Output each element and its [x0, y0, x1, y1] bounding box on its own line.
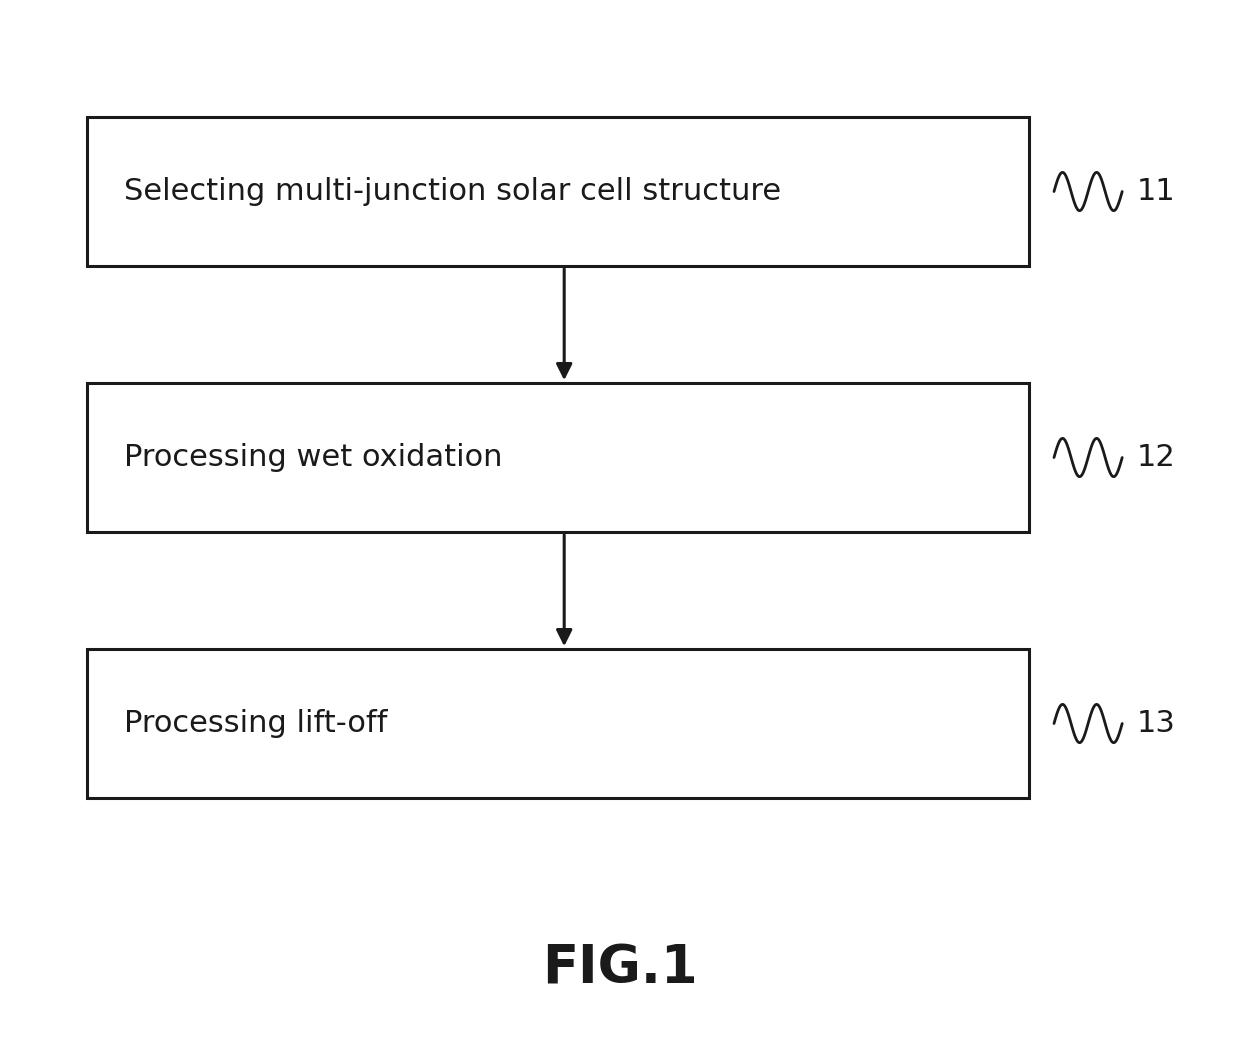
- Text: Processing lift-off: Processing lift-off: [124, 709, 387, 738]
- FancyBboxPatch shape: [87, 383, 1029, 532]
- FancyBboxPatch shape: [87, 117, 1029, 266]
- Text: Selecting multi-junction solar cell structure: Selecting multi-junction solar cell stru…: [124, 177, 781, 206]
- Text: 12: 12: [1137, 443, 1176, 472]
- Text: FIG.1: FIG.1: [542, 943, 698, 994]
- Text: 11: 11: [1137, 177, 1176, 206]
- Text: Processing wet oxidation: Processing wet oxidation: [124, 443, 502, 472]
- Text: 13: 13: [1137, 709, 1176, 738]
- FancyBboxPatch shape: [87, 649, 1029, 798]
